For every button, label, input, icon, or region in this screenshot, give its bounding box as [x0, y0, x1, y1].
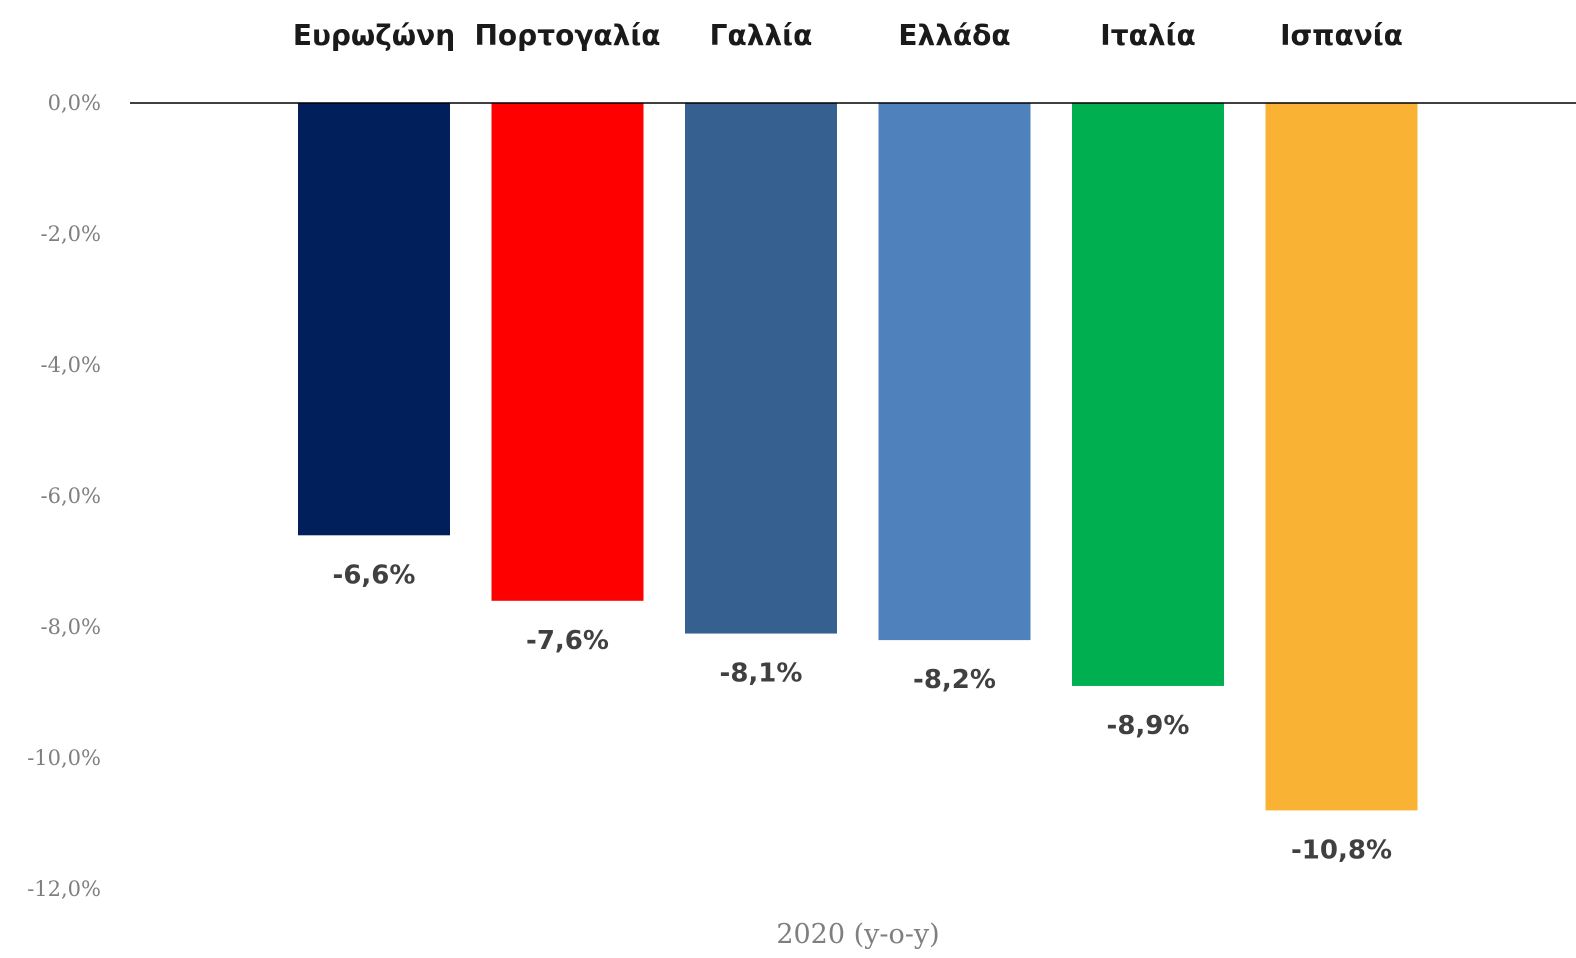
y-tick-label: -12,0%	[27, 877, 101, 901]
data-label: -10,8%	[1291, 835, 1392, 865]
bar	[491, 103, 644, 601]
y-tick-label: -6,0%	[41, 484, 101, 508]
y-axis-tick-labels: 0,0% -2,0% -4,0% -6,0% -8,0% -10,0% -12,0%	[27, 91, 101, 901]
bar	[1265, 103, 1418, 811]
bar	[1072, 103, 1224, 686]
y-tick-label: 0,0%	[48, 91, 101, 115]
category-labels: Ευρωζώνη Πορτογαλία Γαλλία Ελλάδα Ιταλία Ισπα…	[293, 19, 1403, 52]
data-label: -7,6%	[526, 626, 609, 656]
bars	[298, 103, 1418, 811]
data-label: -8,1%	[720, 659, 803, 689]
y-tick-label: -8,0%	[41, 615, 101, 639]
category-label: Ευρωζώνη	[293, 19, 455, 52]
category-label: Ιταλία	[1100, 19, 1195, 52]
x-axis-label: 2020 (y-o-y)	[776, 919, 939, 950]
data-labels: -6,6% -7,6% -8,1% -8,2% -8,9% -10,8%	[333, 560, 1392, 865]
data-label: -8,2%	[913, 665, 996, 695]
bar	[685, 103, 837, 634]
data-label: -6,6%	[333, 560, 416, 590]
category-label: Πορτογαλία	[475, 19, 661, 52]
category-label: Ισπανία	[1280, 19, 1403, 52]
bar	[298, 103, 450, 536]
y-tick-label: -4,0%	[41, 353, 101, 377]
category-label: Γαλλία	[710, 19, 813, 52]
y-tick-label: -2,0%	[41, 222, 101, 246]
data-label: -8,9%	[1107, 711, 1190, 741]
y-tick-label: -10,0%	[27, 746, 101, 770]
category-label: Ελλάδα	[898, 19, 1010, 52]
bar	[878, 103, 1031, 641]
